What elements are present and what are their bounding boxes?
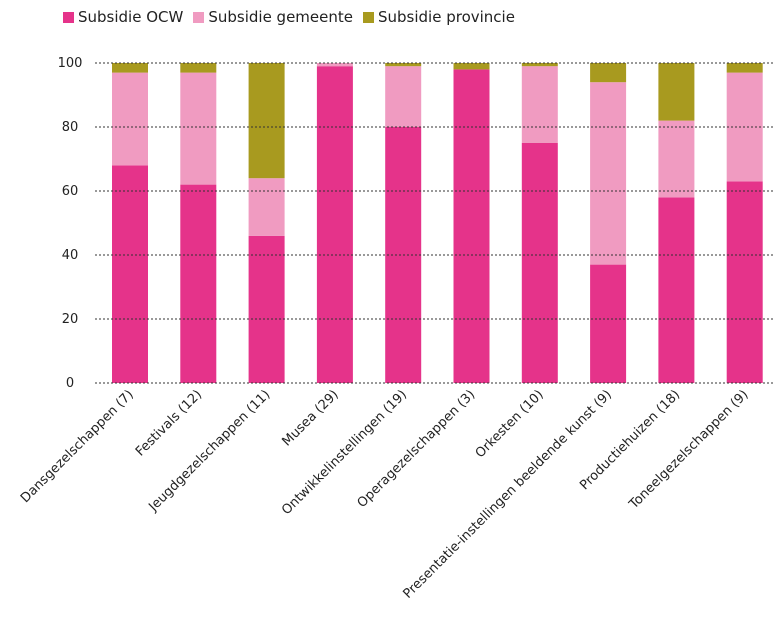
y-tick-label: 60 xyxy=(62,184,79,199)
bar-segment xyxy=(180,63,217,73)
legend-swatch xyxy=(63,11,74,23)
bar-segment xyxy=(590,63,627,83)
legend: Subsidie OCW Subsidie gemeente Subsidie pr… xyxy=(63,8,525,26)
y-tick-label: 80 xyxy=(62,120,79,135)
bar-segment xyxy=(112,72,148,166)
x-tick-label: Dansgezelschappen (7) xyxy=(18,387,137,506)
x-tick-label: Musea (29) xyxy=(279,387,341,449)
bar-segment xyxy=(726,181,763,383)
x-tick-label: Jeugdgezelschappen (11) xyxy=(145,387,273,515)
x-tick-label: Ontwikkelinstellingen (19) xyxy=(279,387,410,518)
bar-segment xyxy=(658,63,695,121)
bar-segment xyxy=(726,63,763,73)
bar-segment xyxy=(385,66,422,127)
legend-item: Subsidie provincie xyxy=(363,8,515,26)
bar-segment xyxy=(248,63,285,179)
legend-label: Subsidie gemeente xyxy=(208,8,353,26)
legend-item: Subsidie gemeente xyxy=(193,8,353,26)
bar-segment xyxy=(248,178,285,236)
legend-swatch xyxy=(363,11,374,23)
y-tick-label: 20 xyxy=(62,312,79,327)
bar-segment xyxy=(316,66,353,383)
bar-segment xyxy=(180,184,217,383)
x-tick-label: Orkesten (10) xyxy=(473,387,547,461)
bar-segment xyxy=(453,63,490,70)
x-tick-label: Operagezelschappen (3) xyxy=(355,387,479,511)
bar-segment xyxy=(112,63,148,73)
legend-item: Subsidie OCW xyxy=(63,8,183,26)
y-tick-label: 0 xyxy=(66,376,74,391)
legend-label: Subsidie provincie xyxy=(378,8,515,26)
bar-segment xyxy=(521,63,558,67)
x-tick-label: Toneelgezelschappen (9) xyxy=(626,387,752,513)
bar-segment xyxy=(590,264,627,383)
bar-segment xyxy=(180,72,217,185)
y-tick-label: 40 xyxy=(62,248,79,263)
legend-label: Subsidie OCW xyxy=(78,8,184,26)
bar-segment xyxy=(316,63,353,67)
legend-swatch xyxy=(193,11,205,23)
bar-segment xyxy=(385,63,422,67)
bar-segment xyxy=(521,66,558,143)
bar-segment xyxy=(521,143,558,383)
bar-segment xyxy=(112,165,148,383)
bar-segment xyxy=(453,69,490,384)
x-tick-label: Festivals (12) xyxy=(133,387,205,459)
bar-segment xyxy=(248,235,285,383)
y-tick-label: 100 xyxy=(58,56,83,71)
bar-segment xyxy=(658,197,695,383)
bar-segment xyxy=(590,82,627,265)
bar-segment xyxy=(658,120,695,198)
